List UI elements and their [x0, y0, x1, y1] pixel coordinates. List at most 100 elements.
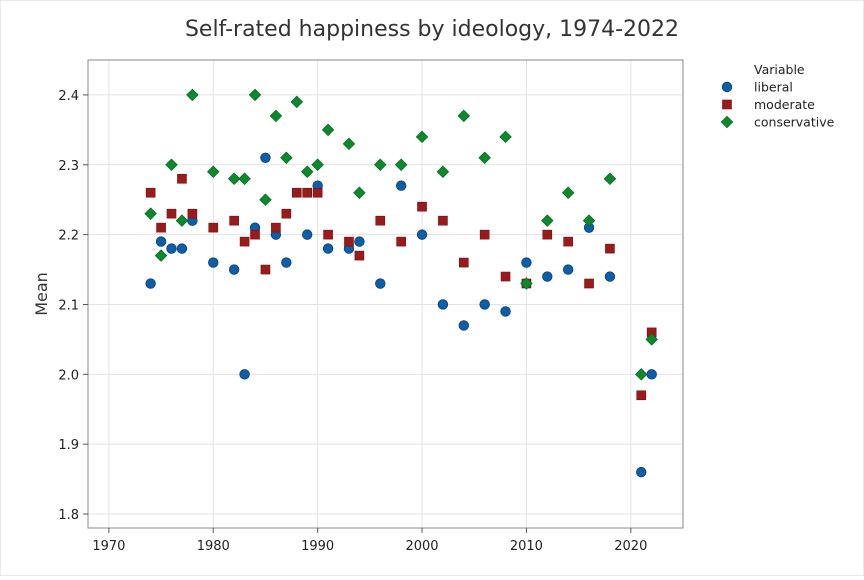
liberal-point — [458, 320, 469, 331]
moderate-point — [479, 229, 490, 240]
y-tick-label: 2.3 — [58, 159, 79, 174]
liberal-point — [646, 369, 657, 380]
moderate-point — [563, 236, 573, 247]
moderate-point — [323, 229, 333, 240]
conservative-point — [415, 130, 429, 144]
conservative-point — [541, 214, 554, 227]
conservative-point — [259, 193, 272, 206]
axes: 1970 1980 1990 2000 2010 2020 1.8 1.9 2.0 2.1 2.2 2… — [58, 89, 647, 554]
moderate-point — [438, 215, 448, 226]
moderate-series — [145, 173, 657, 401]
moderate-point — [312, 187, 323, 198]
conservative-point — [311, 158, 324, 172]
moderate-point — [208, 222, 219, 233]
liberal-point — [521, 257, 532, 268]
liberal-point — [208, 257, 219, 268]
legend-label-moderate: moderate — [754, 97, 815, 112]
conservative-series — [144, 88, 658, 381]
data-points — [144, 88, 658, 478]
moderate-point — [344, 236, 354, 247]
moderate-point — [281, 208, 292, 219]
legend-marker-liberal — [721, 81, 733, 93]
liberal-point — [281, 257, 292, 268]
liberal-point — [542, 271, 553, 282]
conservative-point — [154, 249, 168, 262]
legend-title: Variable — [754, 62, 805, 77]
legend: Variable liberal moderate conservative — [720, 62, 835, 130]
moderate-point — [636, 390, 647, 401]
liberal-point — [437, 299, 449, 310]
conservative-point — [436, 165, 450, 178]
conservative-point — [290, 95, 303, 109]
conservative-point — [248, 88, 262, 102]
conservative-point — [165, 158, 178, 172]
moderate-point — [229, 215, 239, 226]
liberal-point — [166, 243, 177, 254]
conservative-point — [342, 137, 356, 151]
moderate-point — [542, 229, 553, 240]
moderate-point — [177, 173, 187, 184]
liberal-point — [416, 229, 428, 240]
liberal-point — [562, 264, 574, 275]
conservative-point — [207, 165, 220, 178]
y-axis-label: Mean — [32, 272, 51, 316]
plot-frame — [87, 59, 684, 529]
conservative-point — [603, 172, 617, 185]
moderate-point — [500, 271, 511, 282]
conservative-point — [394, 158, 408, 172]
conservative-point — [321, 123, 335, 137]
liberal-point — [395, 180, 407, 191]
conservative-point — [269, 109, 283, 123]
liberal-point — [375, 278, 386, 289]
y-tick-label: 2.1 — [58, 298, 79, 313]
moderate-point — [250, 229, 260, 240]
legend-label-conservative: conservative — [754, 115, 835, 130]
moderate-point — [302, 187, 313, 198]
moderate-point — [458, 257, 469, 268]
moderate-point — [584, 278, 594, 289]
liberal-point — [239, 369, 250, 380]
liberal-point — [228, 264, 240, 275]
liberal-point — [636, 466, 647, 478]
y-tick-label: 1.8 — [58, 508, 79, 523]
x-tick-label: 2000 — [405, 539, 438, 554]
moderate-point — [375, 215, 386, 226]
moderate-point — [605, 243, 615, 254]
moderate-point — [354, 250, 365, 261]
conservative-point — [353, 186, 366, 199]
liberal-point — [322, 243, 334, 254]
moderate-point — [145, 187, 156, 198]
moderate-point — [396, 236, 406, 247]
x-tick-label: 2020 — [614, 539, 647, 554]
moderate-point — [156, 222, 166, 233]
liberal-point — [500, 306, 511, 317]
moderate-point — [291, 187, 302, 198]
liberal-point — [176, 243, 188, 254]
x-tick-label: 1990 — [301, 539, 334, 554]
conservative-point — [645, 333, 658, 346]
conservative-point — [374, 158, 387, 172]
y-tick-label: 2.4 — [58, 89, 79, 104]
chart-title: Self-rated happiness by ideology, 1974-2… — [185, 17, 679, 42]
conservative-point — [238, 172, 251, 185]
moderate-point — [239, 236, 250, 247]
liberal-point — [354, 236, 365, 247]
liberal-point — [145, 278, 156, 289]
legend-marker-moderate — [722, 99, 732, 110]
liberal-point — [302, 229, 313, 240]
conservative-point — [300, 165, 314, 178]
liberal-point — [479, 299, 490, 310]
x-tick-label: 1980 — [197, 539, 230, 554]
conservative-point — [227, 172, 241, 185]
conservative-point — [561, 186, 575, 199]
conservative-point — [478, 151, 491, 165]
x-tick-label: 2010 — [510, 539, 543, 554]
conservative-point — [635, 368, 648, 381]
y-tick-label: 2.0 — [58, 368, 79, 383]
moderate-point — [187, 208, 198, 219]
x-tick-label: 1970 — [92, 539, 125, 554]
moderate-point — [417, 201, 427, 212]
